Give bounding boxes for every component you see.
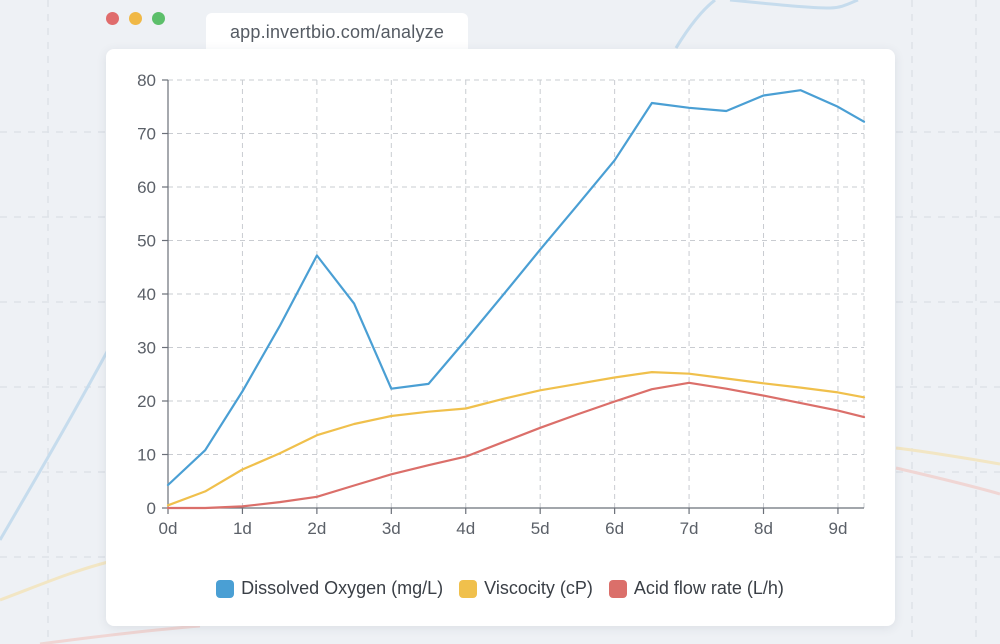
x-tick-label: 7d — [680, 519, 699, 538]
window-controls — [106, 12, 165, 25]
y-tick-label: 80 — [137, 71, 156, 90]
series-line — [166, 381, 866, 510]
legend-item[interactable]: Acid flow rate (L/h) — [608, 578, 784, 599]
x-tick-label: 3d — [382, 519, 401, 538]
legend-swatch — [608, 579, 627, 598]
zoom-window-button[interactable] — [152, 12, 165, 25]
legend-label: Viscocity (cP) — [484, 578, 593, 598]
legend-swatch — [459, 579, 478, 598]
y-tick-label: 30 — [137, 339, 156, 358]
y-tick-label: 70 — [137, 125, 156, 144]
chart-legend: Dissolved Oxygen (mg/L) Viscocity (cP) Aci… — [0, 578, 1000, 599]
url-tab[interactable]: app.invertbio.com/analyze — [206, 13, 468, 53]
series-line — [166, 89, 866, 487]
y-tick-label: 20 — [137, 392, 156, 411]
x-tick-label: 9d — [828, 519, 847, 538]
x-tick-label: 4d — [456, 519, 475, 538]
close-window-button[interactable] — [106, 12, 119, 25]
x-tick-label: 1d — [233, 519, 252, 538]
x-tick-label: 8d — [754, 519, 773, 538]
url-text: app.invertbio.com/analyze — [229, 21, 445, 42]
y-tick-label: 50 — [137, 232, 156, 251]
x-tick-label: 0d — [159, 519, 178, 538]
y-tick-label: 60 — [137, 178, 156, 197]
x-tick-label: 5d — [531, 519, 550, 538]
legend-item[interactable]: Dissolved Oxygen (mg/L) — [216, 578, 443, 599]
y-tick-label: 40 — [137, 285, 156, 304]
y-tick-label: 0 — [147, 499, 156, 518]
legend-item[interactable]: Viscocity (cP) — [459, 578, 593, 599]
x-tick-label: 6d — [605, 519, 624, 538]
y-tick-label: 10 — [137, 446, 156, 465]
legend-label: Acid flow rate (L/h) — [633, 578, 784, 598]
legend-swatch — [216, 579, 235, 598]
legend-label: Dissolved Oxygen (mg/L) — [241, 578, 444, 598]
minimize-window-button[interactable] — [129, 12, 142, 25]
series-line — [166, 371, 866, 507]
x-tick-label: 2d — [307, 519, 326, 538]
